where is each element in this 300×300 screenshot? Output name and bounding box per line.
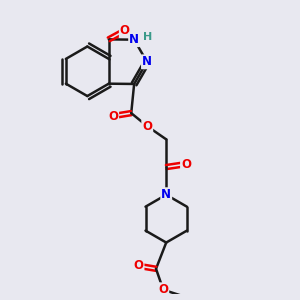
Text: N: N (142, 55, 152, 68)
Text: O: O (120, 24, 130, 37)
Text: O: O (134, 260, 143, 272)
Text: H: H (143, 32, 153, 42)
Text: O: O (158, 283, 168, 296)
Text: O: O (108, 110, 118, 122)
Text: N: N (161, 188, 171, 201)
Text: N: N (129, 33, 139, 46)
Text: O: O (142, 120, 152, 133)
Text: O: O (181, 158, 191, 171)
